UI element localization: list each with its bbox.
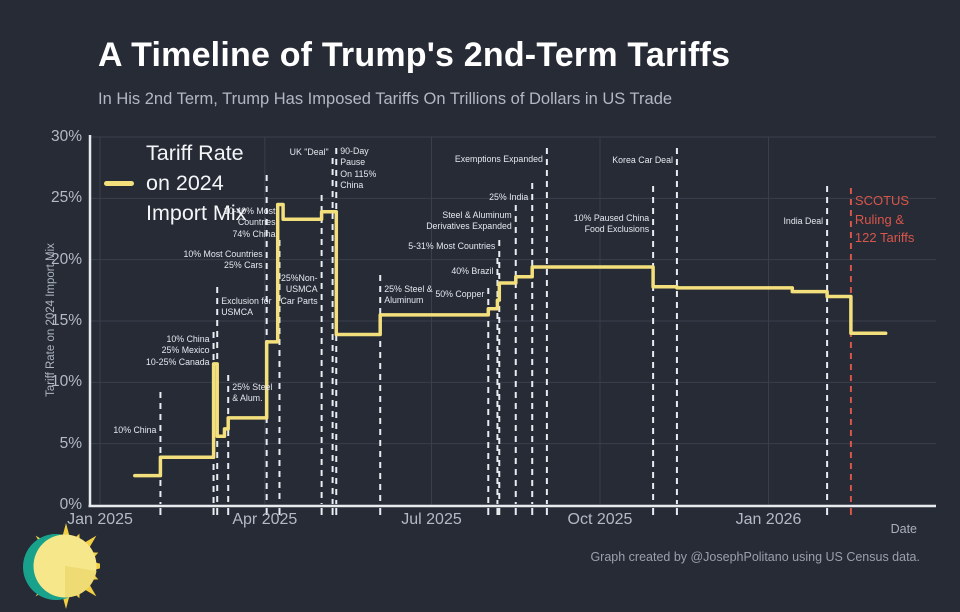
event-label: 90-Day Pause On 115% China [340, 146, 377, 191]
y-tick-label: 5% [59, 434, 82, 452]
event-label: UK "Deal" [289, 147, 329, 157]
sun-logo [23, 523, 100, 609]
event-label: 50% Copper [435, 289, 485, 299]
event-label: Steel & Aluminum Derivatives Expanded [426, 210, 512, 232]
event-label: 25% Steel & Alum. [232, 382, 273, 404]
y-tick-label: 30% [50, 128, 82, 145]
page-subtitle: In His 2nd Term, Trump Has Imposed Tarif… [98, 90, 673, 108]
x-tick-label: Apr 2025 [232, 511, 298, 528]
legend-line-swatch [104, 181, 134, 186]
event-label: 25%Non- USMCA Car Parts [280, 273, 318, 306]
y-tick-label: 15% [50, 312, 82, 329]
event-label: Korea Car Deal [612, 155, 673, 165]
y-tick-label: 0% [59, 496, 82, 513]
event-label: SCOTUS Ruling & 122 Tariffs [854, 193, 915, 245]
event-label: 5-31% Most Countries [408, 241, 496, 251]
x-tick-label: Jan 2025 [67, 511, 133, 528]
y-tick-label: 25% [50, 189, 82, 207]
event-label: 10% Paused China Food Exclusions [573, 213, 650, 235]
page-title: A Timeline of Trump's 2nd-Term Tariffs [98, 36, 731, 74]
event-label: Exclusion for USMCA [221, 296, 272, 318]
event-label: 10% Most Countries 25% Cars [183, 249, 263, 271]
legend-line-3: Import Mix [146, 201, 247, 225]
x-tick-label: Jan 2026 [735, 511, 802, 528]
legend-label: Tariff Rate on 2024 Import Mix [146, 138, 246, 228]
event-label: 25% Steel & Aluminum [384, 284, 433, 306]
x-axis-label: Date [890, 522, 917, 536]
y-tick-label: 10% [50, 373, 82, 391]
series-line [133, 202, 888, 478]
event-label: 25% India [489, 192, 529, 202]
sun-shade-wedge [65, 566, 97, 598]
x-tick-label: Oct 2025 [567, 511, 633, 528]
y-tick-label: 20% [50, 250, 82, 268]
x-tick-label: Jul 2025 [401, 511, 462, 528]
event-label: Exemptions Expanded [454, 154, 543, 164]
legend-line-2: on 2024 [146, 171, 224, 195]
event-label: 40% Brazil [451, 266, 494, 276]
event-label: 10-40% Most Countries 74% China [223, 206, 276, 239]
event-label: 10% China [113, 425, 157, 435]
footer-credit: Graph created by @JosephPolitano using U… [590, 550, 920, 564]
event-label: India Deal [783, 216, 824, 226]
event-label: 10% China 25% Mexico 10-25% Canada [145, 334, 210, 367]
legend-line-1: Tariff Rate [146, 141, 244, 165]
